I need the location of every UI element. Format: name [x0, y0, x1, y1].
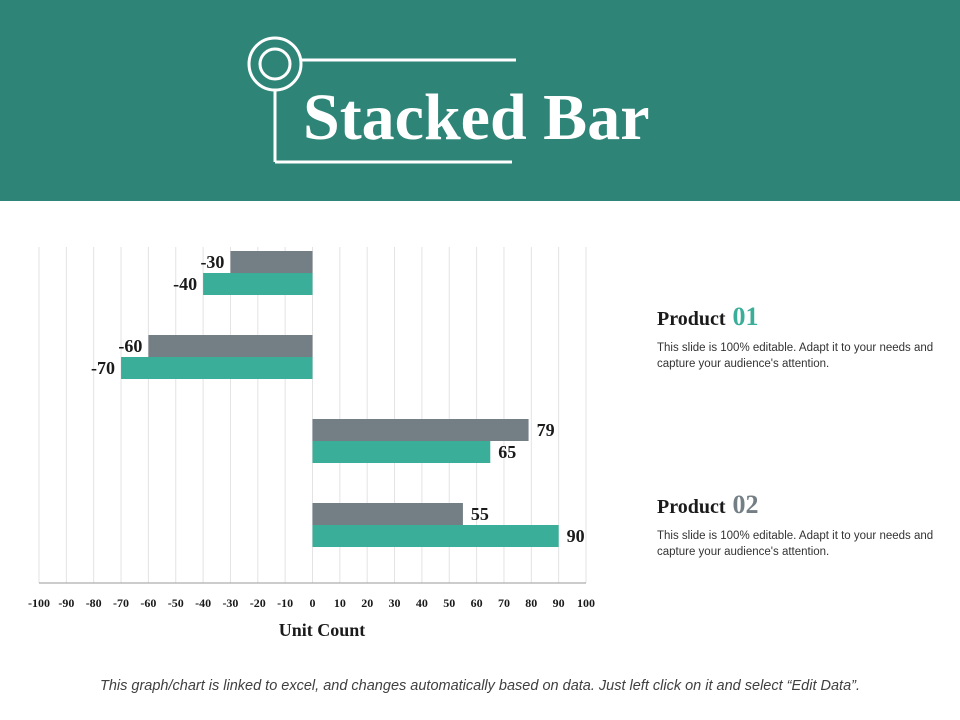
- product-01-label: Product: [657, 308, 726, 330]
- x-tick-label: 100: [577, 596, 595, 610]
- product-01-block: Product 01 This slide is 100% editable. …: [657, 302, 937, 372]
- x-tick-label: -10: [277, 596, 293, 610]
- x-tick-label: -100: [28, 596, 50, 610]
- product-02-number: 02: [732, 490, 759, 519]
- x-tick-label: 40: [416, 596, 428, 610]
- data-label: 65: [498, 442, 516, 462]
- data-label: -60: [118, 336, 142, 356]
- footer-note: This graph/chart is linked to excel, and…: [99, 678, 861, 694]
- bar: [121, 357, 313, 379]
- x-tick-label: -60: [140, 596, 156, 610]
- title-ornament: [247, 36, 516, 164]
- x-tick-label: 20: [361, 596, 373, 610]
- page-title: Stacked Bar: [303, 81, 650, 154]
- product-01-number: 01: [732, 302, 759, 331]
- bar: [312, 503, 463, 525]
- header-banner: Stacked Bar: [0, 0, 960, 201]
- bar: [203, 273, 313, 295]
- data-label: 55: [471, 504, 489, 524]
- bar-chart: -100 -90 -80 -70 -60 -50 -40 -30 -20 -10 0 10 20 30 40…: [28, 247, 595, 610]
- x-tick-label: -70: [113, 596, 129, 610]
- x-tick-label: -50: [168, 596, 184, 610]
- bar: [230, 251, 313, 273]
- product-02-label: Product: [657, 496, 726, 518]
- x-tick-label: 30: [389, 596, 401, 610]
- data-label: -40: [173, 274, 197, 294]
- product-02-title: Product 02: [657, 490, 937, 520]
- x-tick-label: 60: [471, 596, 483, 610]
- bar: [312, 441, 491, 463]
- data-label: 90: [567, 526, 585, 546]
- product-02-block: Product 02 This slide is 100% editable. …: [657, 490, 937, 560]
- product-02-description: This slide is 100% editable. Adapt it to…: [657, 530, 934, 558]
- ornament-inner-ring: [258, 47, 292, 81]
- x-tick-label: -90: [58, 596, 74, 610]
- bar: [312, 419, 529, 441]
- data-label: 79: [537, 420, 555, 440]
- bar: [312, 525, 559, 547]
- chart-area: -100 -90 -80 -70 -60 -50 -40 -30 -20 -10 0 10 20 30 40…: [0, 230, 620, 650]
- x-tick-label: 10: [334, 596, 346, 610]
- ornament-outer-ring: [247, 36, 303, 92]
- data-label: -30: [200, 252, 224, 272]
- x-tick-label: -30: [222, 596, 238, 610]
- data-label: -70: [91, 358, 115, 378]
- product-01-title: Product 01: [657, 302, 937, 332]
- x-tick-label: -80: [86, 596, 102, 610]
- x-tick-label: -40: [195, 596, 211, 610]
- x-tick-label: 90: [553, 596, 565, 610]
- product-01-description: This slide is 100% editable. Adapt it to…: [657, 342, 934, 370]
- x-tick-label: 50: [443, 596, 455, 610]
- x-axis-title: Unit Count: [278, 620, 366, 640]
- bar: [148, 335, 313, 357]
- x-tick-label: 70: [498, 596, 510, 610]
- x-tick-label: -20: [250, 596, 266, 610]
- x-tick-label: 80: [525, 596, 537, 610]
- x-tick-label: 0: [310, 596, 316, 610]
